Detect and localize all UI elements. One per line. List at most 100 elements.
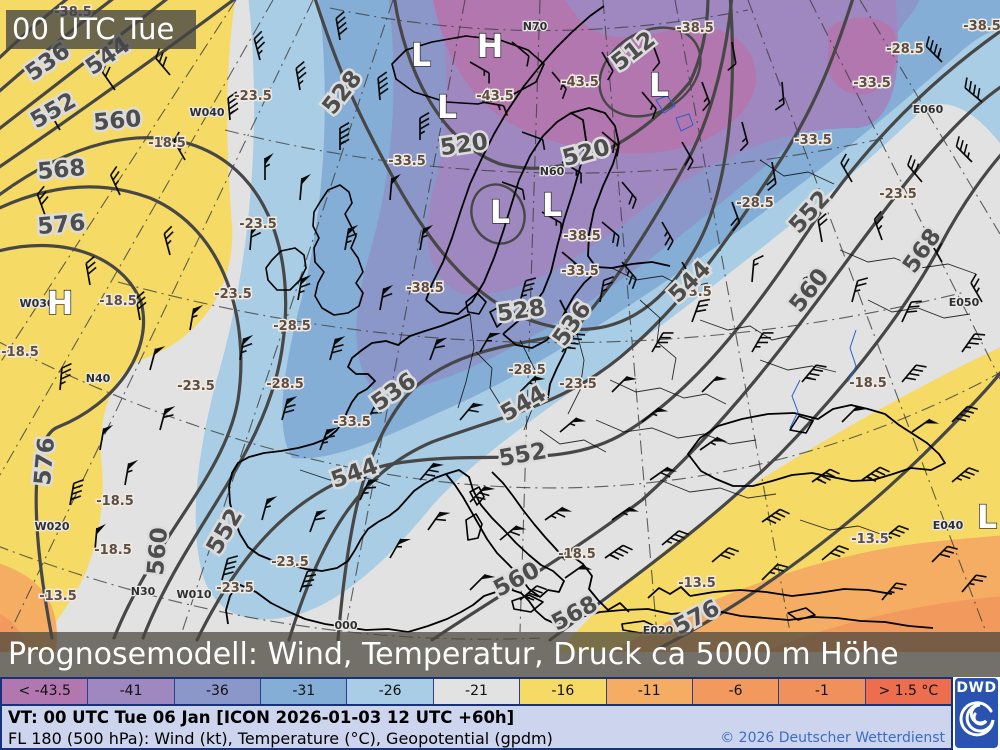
- wind-barb: [841, 405, 868, 423]
- wind-barb: [641, 407, 669, 423]
- wind-barb: [239, 334, 254, 361]
- wind-barb: [101, 62, 116, 91]
- grid-label: W030: [19, 297, 54, 310]
- wind-barb: [261, 496, 278, 521]
- temp-label: -23.5: [216, 581, 253, 596]
- wind-barb: [701, 375, 728, 393]
- temp-label: -23.5: [239, 217, 276, 232]
- wind-barb: [821, 545, 849, 561]
- temp-label: -33.5: [794, 133, 831, 148]
- wind-barb: [501, 181, 526, 201]
- wind-barb: [851, 277, 869, 303]
- legend-cell: -36: [174, 679, 262, 704]
- wind-barb: [551, 71, 567, 99]
- grid-label: W040: [189, 106, 224, 119]
- grid-label: E040: [933, 519, 964, 532]
- contour-label: 576: [36, 210, 86, 240]
- timestamp-text: 00 UTC Tue: [12, 12, 175, 46]
- wind-barb: [544, 506, 573, 521]
- wind-barb: [499, 525, 527, 541]
- wind-barb: [601, 51, 614, 81]
- contour-label: 560: [92, 106, 142, 136]
- temp-label: -13.5: [39, 589, 76, 604]
- wind-barb: [319, 427, 338, 451]
- wind-barb: [367, 399, 388, 421]
- wind-barb: [681, 261, 694, 291]
- coastlines: [225, 5, 946, 634]
- wind-barb: [817, 212, 828, 243]
- low-pressure-marker: L: [411, 36, 431, 74]
- wind-barb: [881, 525, 909, 541]
- wind-barb: [335, 10, 348, 41]
- contour-label: 560: [143, 526, 173, 576]
- wind-barb: [295, 60, 307, 91]
- wind-barb: [519, 277, 537, 303]
- wind-barb: [930, 233, 943, 263]
- wind-barb: [611, 375, 638, 393]
- wind-barb: [801, 364, 827, 383]
- dwd-logo-text: DWD: [956, 680, 997, 696]
- wind-barbs: [36, 10, 987, 601]
- contour-label: 576: [30, 436, 60, 486]
- wind-barb: [651, 332, 674, 353]
- legend-cell: -21: [433, 679, 521, 704]
- temp-label: -38.5: [963, 19, 1000, 34]
- grid-label: E060: [913, 103, 944, 116]
- wind-barb: [561, 251, 580, 277]
- temp-label: -23.5: [214, 287, 251, 302]
- temp-label: -13.5: [851, 532, 888, 547]
- wind-barb: [419, 112, 430, 140]
- wind-barb: [359, 479, 380, 501]
- wind-barb: [730, 201, 741, 232]
- wind-barb: [925, 36, 943, 63]
- wind-barb: [641, 91, 657, 119]
- wind-barb: [109, 166, 121, 196]
- temp-label: -28.5: [508, 363, 545, 378]
- wind-barb: [124, 459, 139, 486]
- low-pressure-marker: L: [542, 186, 562, 224]
- temp-label: -38.5: [406, 281, 443, 296]
- wind-barb: [99, 424, 114, 451]
- temp-label: -23.5: [559, 377, 596, 392]
- grid-label: N30: [131, 585, 156, 598]
- level-description-line: FL 180 (500 hPa): Wind (kt), Temperature…: [8, 729, 553, 748]
- wind-barb: [881, 582, 907, 601]
- wind-barb: [621, 261, 637, 289]
- grid-label: N70: [523, 20, 548, 33]
- wind-barb: [751, 332, 774, 353]
- wind-barb: [564, 564, 593, 579]
- wind-barb: [907, 155, 923, 183]
- legend-cell: > 1.5 °C: [865, 679, 951, 704]
- dwd-spiral-icon: [959, 701, 994, 737]
- wind-barb: [59, 362, 72, 391]
- wind-barb: [766, 161, 777, 192]
- wind-barb: [36, 185, 49, 216]
- wind-barb: [459, 402, 484, 421]
- title-bar: Prognosemodell: Wind, Temperatur, Druck …: [0, 632, 1000, 677]
- wind-barb: [964, 77, 983, 103]
- temp-label: -28.5: [273, 319, 310, 334]
- temp-label: -18.5: [99, 294, 136, 309]
- wind-barb: [149, 346, 166, 371]
- legend-cell: -26: [347, 679, 434, 704]
- wind-barb: [811, 468, 840, 485]
- wind-barb: [479, 332, 501, 353]
- grid-label: N40: [86, 372, 111, 385]
- wind-barb: [651, 41, 661, 72]
- temp-label: -23.5: [234, 89, 271, 104]
- temp-label: -18.5: [148, 136, 185, 151]
- legend-cell: -6: [692, 679, 780, 704]
- title-text: Prognosemodell: Wind, Temperatur, Druck …: [8, 637, 899, 672]
- wind-barb: [840, 153, 853, 183]
- wind-barb: [379, 284, 394, 311]
- wind-barb: [159, 406, 176, 431]
- wind-barb: [951, 405, 978, 423]
- wind-barb: [661, 221, 674, 251]
- grid-label: E050: [949, 296, 980, 309]
- wind-barb: [389, 173, 401, 201]
- grid-label: W010: [176, 588, 211, 601]
- legend-cell: < -43.5: [2, 679, 89, 704]
